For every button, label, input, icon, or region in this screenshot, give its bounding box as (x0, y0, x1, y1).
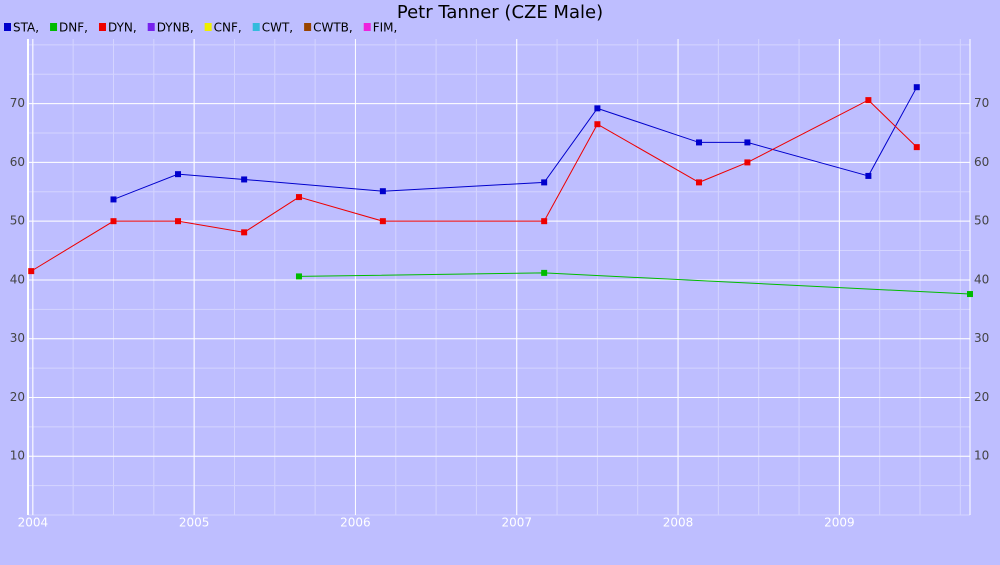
y-tick-label: 10 (10, 449, 25, 463)
y-tick-label-right: 70 (974, 96, 989, 110)
data-point (379, 188, 386, 195)
x-tick-label: 2007 (501, 516, 532, 530)
data-point (110, 196, 117, 203)
data-point (241, 176, 248, 183)
legend-label: DYNB, (157, 21, 194, 35)
legend-label: DYN, (108, 21, 137, 35)
x-tick-label: 2006 (340, 516, 371, 530)
y-tick-label-right: 60 (974, 155, 989, 169)
y-tick-label: 60 (10, 155, 25, 169)
legend-swatch (252, 23, 260, 31)
legend-label: CWTB, (313, 21, 353, 35)
data-point (28, 268, 35, 275)
legend-swatch (147, 23, 155, 31)
x-tick-label: 2008 (663, 516, 694, 530)
data-point (696, 139, 703, 146)
data-point (913, 84, 920, 91)
data-point (110, 218, 117, 225)
data-point (865, 97, 872, 104)
legend-label: DNF, (59, 21, 88, 35)
legend-swatch (204, 23, 212, 31)
legend-swatch (4, 23, 11, 31)
data-point (696, 179, 703, 186)
data-point (913, 144, 920, 151)
data-point (379, 218, 386, 225)
data-point (541, 269, 548, 276)
y-tick-label: 50 (10, 214, 25, 228)
y-tick-label: 20 (10, 390, 25, 404)
data-point (295, 194, 302, 201)
legend-swatch (50, 23, 58, 31)
y-tick-label-right: 50 (974, 214, 989, 228)
data-point (541, 218, 548, 225)
y-tick-label-right: 10 (974, 449, 989, 463)
y-tick-label: 40 (10, 272, 25, 286)
chart-title: Petr Tanner (CZE Male) (397, 2, 603, 23)
legend-label: CNF, (214, 21, 242, 35)
data-point (175, 171, 182, 178)
legend-swatch (304, 23, 312, 31)
data-point (744, 139, 751, 146)
y-tick-label-right: 20 (974, 390, 989, 404)
y-tick-label-right: 40 (974, 272, 989, 286)
x-tick-label: 2004 (18, 516, 49, 530)
x-tick-label: 2005 (179, 516, 210, 530)
series-line (30, 99, 918, 272)
data-point (175, 218, 182, 225)
legend-swatch (98, 23, 106, 31)
legend-label: STA, (13, 21, 39, 35)
legend-label: CWT, (262, 21, 293, 35)
data-point (865, 172, 872, 179)
y-tick-label: 30 (10, 331, 25, 345)
legend-swatch (363, 23, 371, 31)
legend-label: FIM, (373, 21, 398, 35)
data-point (967, 291, 973, 298)
data-point (594, 121, 601, 128)
y-tick-label: 70 (10, 96, 25, 110)
data-point (541, 179, 548, 186)
y-tick-label-right: 30 (974, 331, 989, 345)
data-point (295, 273, 302, 280)
x-tick-label: 2009 (824, 516, 855, 530)
data-point (241, 229, 248, 236)
series-line (113, 86, 918, 200)
data-point (744, 159, 751, 166)
data-point (594, 105, 601, 112)
